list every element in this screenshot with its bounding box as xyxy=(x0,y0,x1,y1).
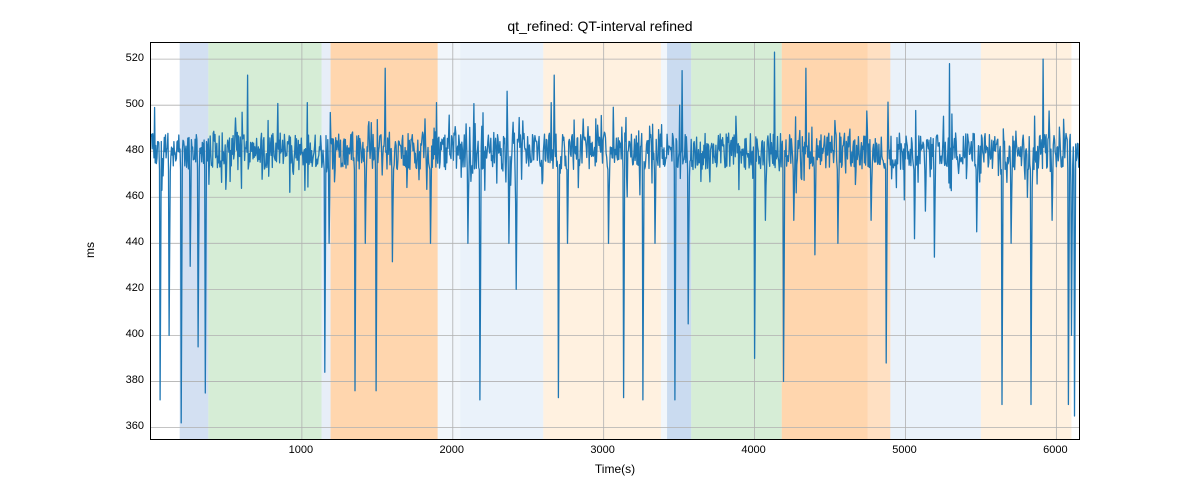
span-region xyxy=(890,43,981,439)
xtick-label: 2000 xyxy=(440,444,464,456)
xtick-label: 3000 xyxy=(590,444,614,456)
x-axis-label: Time(s) xyxy=(150,462,1080,476)
span-region xyxy=(691,43,782,439)
span-region xyxy=(438,43,461,439)
ytick-label: 440 xyxy=(126,236,144,248)
figure: qt_refined: QT-interval refined ms Time(… xyxy=(0,0,1200,500)
xtick-label: 5000 xyxy=(892,444,916,456)
ytick-label: 420 xyxy=(126,282,144,294)
ytick-label: 500 xyxy=(126,98,144,110)
span-region xyxy=(180,43,209,439)
ytick-label: 360 xyxy=(126,420,144,432)
span-region xyxy=(331,43,438,439)
plot-area xyxy=(150,42,1080,440)
span-region xyxy=(661,43,667,439)
span-region xyxy=(782,43,868,439)
xtick-label: 4000 xyxy=(741,444,765,456)
ytick-label: 380 xyxy=(126,374,144,386)
ytick-label: 400 xyxy=(126,328,144,340)
xtick-label: 1000 xyxy=(289,444,313,456)
ytick-label: 460 xyxy=(126,190,144,202)
span-region xyxy=(460,43,543,439)
ytick-label: 480 xyxy=(126,144,144,156)
span-region xyxy=(981,43,1072,439)
ytick-label: 520 xyxy=(126,52,144,64)
chart-title: qt_refined: QT-interval refined xyxy=(0,18,1200,34)
plot-svg xyxy=(151,43,1079,439)
span-region xyxy=(208,43,321,439)
xtick-label: 6000 xyxy=(1043,444,1067,456)
y-axis-label: ms xyxy=(83,242,97,258)
